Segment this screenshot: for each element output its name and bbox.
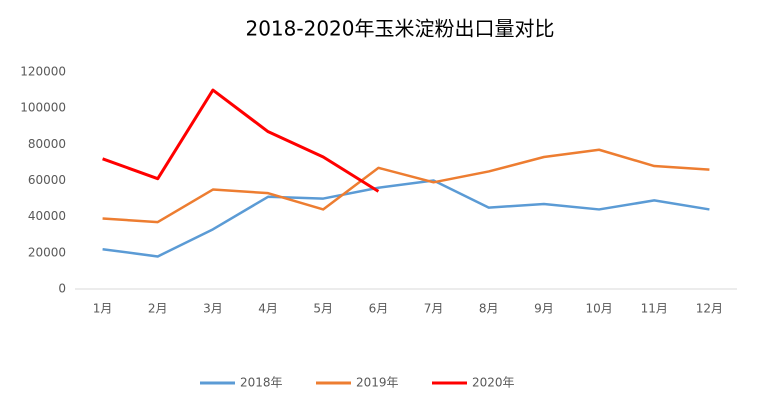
series-line bbox=[102, 88, 380, 193]
x-tick-label: 4月 bbox=[258, 302, 278, 316]
x-tick-label: 2月 bbox=[148, 302, 168, 316]
series-line bbox=[102, 148, 710, 224]
x-tick-label: 7月 bbox=[424, 302, 444, 316]
x-tick-label: 10月 bbox=[585, 302, 612, 316]
x-tick-label: 3月 bbox=[203, 302, 223, 316]
y-tick-label: 80000 bbox=[28, 137, 66, 151]
legend-label: 2020年 bbox=[472, 376, 515, 390]
chart-title: 2018-2020年玉米淀粉出口量对比 bbox=[245, 17, 554, 41]
legend-label: 2019年 bbox=[356, 376, 399, 390]
x-tick-label: 1月 bbox=[93, 302, 113, 316]
x-tick-label: 6月 bbox=[369, 302, 389, 316]
y-tick-label: 100000 bbox=[20, 101, 66, 115]
legend-label: 2018年 bbox=[240, 376, 283, 390]
x-tick-label: 8月 bbox=[479, 302, 499, 316]
x-tick-label: 12月 bbox=[696, 302, 723, 316]
y-tick-label: 40000 bbox=[28, 209, 66, 223]
x-tick-label: 5月 bbox=[313, 302, 333, 316]
y-tick-label: 20000 bbox=[28, 245, 66, 259]
x-tick-label: 11月 bbox=[641, 302, 668, 316]
x-tick-label: 9月 bbox=[534, 302, 554, 316]
y-tick-label: 60000 bbox=[28, 173, 66, 187]
y-tick-label: 0 bbox=[58, 282, 66, 296]
series-line bbox=[102, 179, 710, 258]
y-tick-label: 120000 bbox=[20, 65, 66, 79]
